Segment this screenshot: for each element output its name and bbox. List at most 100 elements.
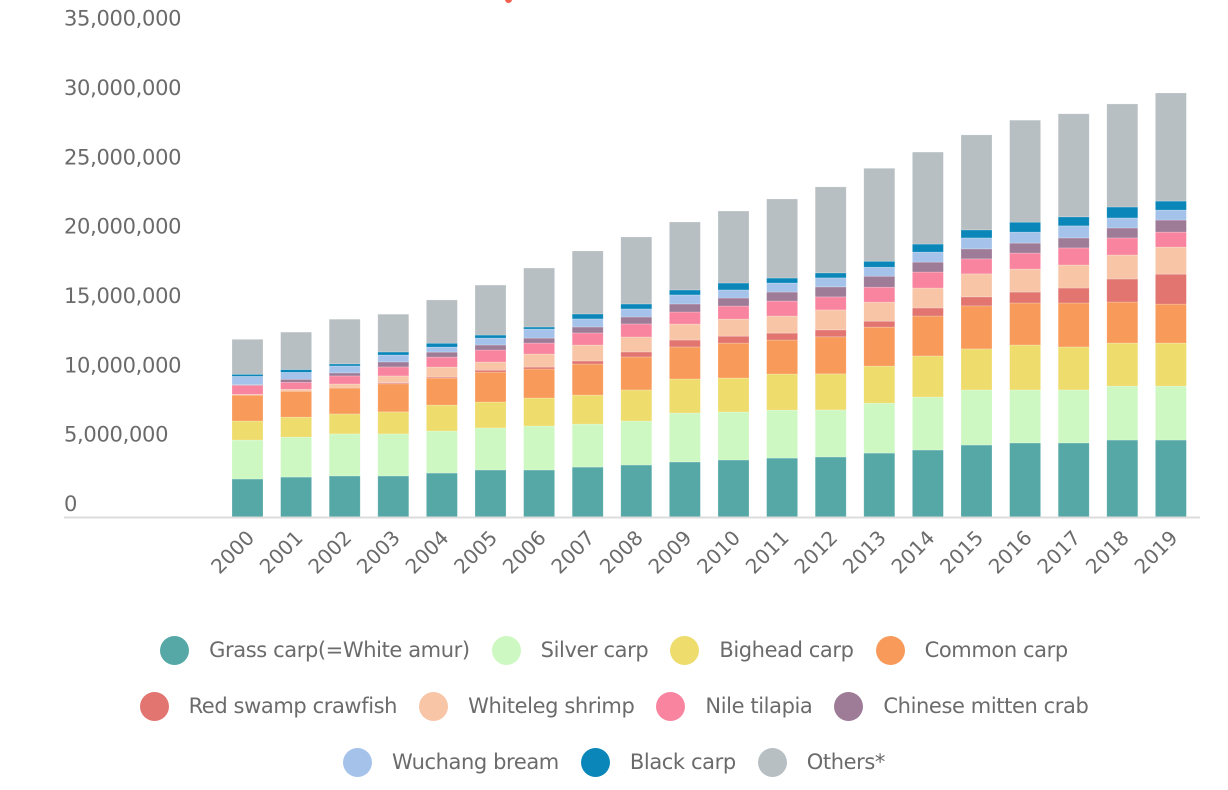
bar-segment bbox=[1155, 246, 1187, 275]
legend-swatch-icon bbox=[580, 747, 610, 777]
bar-stack-2006 bbox=[523, 267, 555, 518]
bar-segment bbox=[231, 385, 264, 395]
bar-segment bbox=[717, 282, 750, 291]
bar-segment bbox=[960, 348, 993, 391]
x-tick-label: 2009 bbox=[643, 526, 696, 579]
bar-segment bbox=[1009, 344, 1041, 391]
bar-segment bbox=[328, 475, 361, 518]
bar-stack-2008 bbox=[620, 236, 653, 518]
x-tick-label: 2015 bbox=[935, 526, 988, 579]
x-tick-label: 2008 bbox=[595, 526, 648, 579]
bar-segment bbox=[814, 373, 847, 411]
bar-segment bbox=[1155, 209, 1187, 221]
bar-segment bbox=[328, 387, 361, 415]
legend-swatch-icon bbox=[139, 691, 169, 721]
bar-segment bbox=[620, 236, 653, 305]
bar-segment bbox=[474, 371, 507, 403]
bar-segment bbox=[960, 237, 993, 250]
bar-segment bbox=[620, 303, 653, 310]
bar-segment bbox=[717, 411, 750, 461]
bar-segment bbox=[814, 186, 847, 274]
bar-segment bbox=[377, 313, 410, 353]
x-tick-label: 2016 bbox=[984, 526, 1037, 579]
bar-segment bbox=[1155, 219, 1187, 233]
legend-row: Grass carp(=White amur) Silver carp Bighea… bbox=[0, 622, 1228, 678]
bar-segment bbox=[766, 282, 798, 293]
bar-segment bbox=[669, 289, 701, 296]
bar-segment bbox=[571, 313, 604, 320]
stacked-bar-chart: 0 5,000,000 10,000,000 15,000,000 20,000,000… bbox=[64, 7, 1200, 579]
bar-segment bbox=[1106, 227, 1139, 239]
bar-segment bbox=[1106, 254, 1139, 280]
bar-segment bbox=[1009, 242, 1041, 254]
bar-segment bbox=[1009, 119, 1041, 223]
bar-segment bbox=[912, 151, 944, 245]
bar-segment bbox=[571, 394, 604, 425]
legend-item: Chinese mitten crab bbox=[834, 691, 1089, 721]
bar-segment bbox=[280, 390, 312, 418]
bar-segment bbox=[912, 307, 944, 317]
bar-segment bbox=[717, 210, 750, 284]
legend-label: Grass carp(=White amur) bbox=[209, 638, 470, 662]
bar-stack-2007 bbox=[571, 250, 604, 518]
bar-stack-2011 bbox=[766, 198, 798, 518]
legend-swatch-icon bbox=[419, 691, 449, 721]
legend-label: Bighead carp bbox=[719, 638, 854, 662]
bar-segment bbox=[1155, 439, 1187, 518]
x-tick-label: 2018 bbox=[1081, 526, 1134, 579]
legend-item: Black carp bbox=[580, 747, 736, 777]
legend-swatch-icon bbox=[342, 747, 372, 777]
bar-stack-2016 bbox=[1009, 119, 1041, 518]
legend-label: Red swamp crawfish bbox=[188, 694, 398, 718]
bar-segment bbox=[1155, 92, 1187, 202]
bar-stack-2018 bbox=[1106, 103, 1139, 518]
bar-segment bbox=[1057, 113, 1090, 218]
bar-segment bbox=[571, 360, 604, 365]
bar-segment bbox=[328, 413, 361, 435]
bar-segment bbox=[863, 260, 896, 268]
bar-segment bbox=[766, 315, 798, 334]
y-tick-label: 25,000,000 bbox=[64, 145, 181, 169]
bar-segment bbox=[960, 389, 993, 446]
bar-segment bbox=[474, 284, 507, 336]
legend-swatch-icon bbox=[834, 691, 864, 721]
bar-segment bbox=[814, 272, 847, 279]
bar-segment bbox=[523, 267, 555, 328]
bar-segment bbox=[571, 332, 604, 346]
bar-stack-2005 bbox=[474, 284, 507, 518]
bar-segment bbox=[717, 297, 750, 307]
x-tick-label: 2005 bbox=[449, 526, 502, 579]
y-tick-label: 5,000,000 bbox=[64, 423, 168, 447]
bar-segment bbox=[523, 326, 555, 330]
bar-segment bbox=[960, 444, 993, 518]
bar-segment bbox=[912, 251, 944, 263]
bar-segment bbox=[669, 294, 701, 305]
bar-segment bbox=[620, 389, 653, 422]
bar-segment bbox=[912, 315, 944, 357]
bar-segment bbox=[474, 334, 507, 339]
legend-item: Common carp bbox=[875, 635, 1068, 665]
bar-stack-2000 bbox=[231, 339, 264, 518]
bar-segment bbox=[766, 300, 798, 317]
bar-segment bbox=[280, 476, 312, 518]
bar-segment bbox=[571, 318, 604, 328]
bar-segment bbox=[669, 412, 701, 463]
bar-segment bbox=[328, 433, 361, 477]
bar-segment bbox=[328, 363, 361, 367]
x-tick-label: 2012 bbox=[789, 526, 842, 579]
bar-segment bbox=[280, 382, 312, 390]
bar-segment bbox=[426, 472, 458, 518]
bar-stack-2002 bbox=[328, 318, 361, 518]
legend-item: Bighead carp bbox=[670, 635, 854, 665]
bar-segment bbox=[766, 277, 798, 284]
bar-segment bbox=[377, 383, 410, 413]
bar-segment bbox=[669, 311, 701, 325]
legend-swatch-icon bbox=[670, 635, 700, 665]
bar-segment bbox=[863, 320, 896, 328]
legend-item: Others* bbox=[757, 747, 885, 777]
bar-segment bbox=[1009, 442, 1041, 518]
bar-stack-2015 bbox=[960, 134, 993, 518]
bar-segment bbox=[766, 373, 798, 411]
bar-segment bbox=[1106, 439, 1139, 518]
bar-segment bbox=[717, 318, 750, 337]
